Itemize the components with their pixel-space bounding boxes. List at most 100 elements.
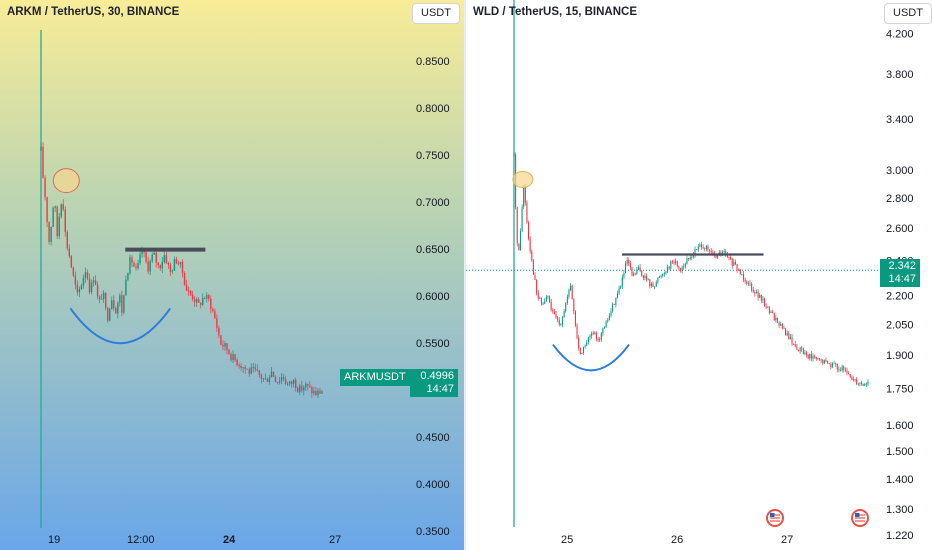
candle-body — [776, 317, 779, 323]
candle-body — [82, 277, 85, 286]
candle-body — [244, 367, 246, 369]
y-tick-label: 1.220 — [886, 530, 914, 542]
candle-body — [262, 378, 265, 380]
candle-body — [149, 261, 151, 272]
candle-body — [115, 308, 117, 314]
candle-body — [772, 311, 774, 313]
candle-body — [828, 363, 830, 365]
candle-body — [864, 384, 866, 386]
candle-body — [768, 306, 770, 314]
candle-body — [48, 222, 50, 242]
candle-body — [232, 354, 234, 361]
candle-body — [92, 280, 95, 283]
candle-body — [252, 367, 254, 368]
y-tick-label: 0.3500 — [416, 526, 450, 538]
candle-body — [815, 357, 817, 359]
candle-body — [191, 294, 194, 300]
candle-body — [94, 280, 97, 285]
candle-body — [286, 383, 289, 385]
countdown-timer: 14:47 — [888, 273, 916, 285]
candle-body — [833, 363, 835, 365]
candle-body — [155, 252, 157, 263]
candle-body — [566, 296, 568, 303]
candle-body — [684, 263, 686, 267]
chart-panel-wld[interactable]: 4.2003.8003.4003.0002.8002.6002.4002.200… — [466, 0, 932, 550]
candle-body — [679, 268, 682, 271]
candle-body — [274, 376, 277, 382]
candle-body — [50, 226, 52, 242]
candle-body — [537, 292, 539, 299]
candle-body — [230, 354, 232, 361]
candle-body — [288, 381, 291, 384]
candle-body — [725, 251, 727, 255]
symbol-title[interactable]: ARKM / TetherUS, 30, BINANCE — [7, 6, 180, 18]
candle-body — [841, 366, 843, 371]
candle-body — [527, 222, 530, 239]
candle-body — [545, 297, 547, 302]
candle-body — [605, 321, 607, 328]
candle-body — [655, 282, 657, 287]
y-tick-label: 2.200 — [886, 291, 914, 303]
candle-body — [686, 258, 688, 264]
y-tick-label: 1.400 — [886, 474, 914, 486]
candle-body — [731, 258, 733, 266]
candle-body — [789, 337, 791, 340]
candle-body — [628, 260, 630, 264]
wld-chart-canvas[interactable]: 4.2003.8003.4003.0002.8002.6002.4002.200… — [466, 0, 932, 550]
y-tick-label: 0.4500 — [416, 432, 450, 444]
candle-body — [802, 349, 804, 355]
candle-body — [111, 300, 113, 310]
candle-body — [185, 284, 188, 291]
candle-body — [744, 279, 746, 282]
candle-body — [654, 286, 656, 288]
peak-marker — [512, 170, 534, 188]
candle-body — [582, 346, 585, 353]
candle-body — [673, 261, 675, 263]
chart-panel-arkm[interactable]: 0.8500 0.8000 0.7500 0.7000 0.6500 0.6000 0.55… — [0, 0, 464, 550]
candle-body — [613, 304, 615, 306]
candle-body — [98, 296, 101, 300]
candle-body — [742, 274, 745, 280]
y-tick-label: 0.5500 — [416, 338, 450, 350]
panel-divider[interactable] — [464, 0, 466, 550]
candle-body — [778, 322, 780, 326]
candle-body — [715, 255, 717, 258]
candle-body — [809, 354, 811, 359]
candle-body — [181, 261, 184, 274]
candle-body — [683, 266, 685, 268]
candle-body — [631, 267, 633, 276]
candle-body — [560, 324, 562, 326]
candle-body — [290, 381, 293, 384]
candle-body — [856, 379, 858, 384]
candle-body — [665, 271, 667, 274]
candle-body — [844, 369, 846, 371]
candle-body — [702, 247, 704, 249]
candle-body — [723, 251, 725, 253]
candle-body — [301, 385, 303, 391]
candle-body — [321, 391, 323, 394]
candle-body — [867, 381, 869, 384]
candle-body — [754, 291, 756, 294]
currency-button[interactable]: USDT — [884, 3, 932, 24]
candle-body — [712, 252, 714, 254]
candle-body — [817, 358, 819, 360]
candle-body — [759, 294, 761, 298]
currency-button[interactable]: USDT — [412, 3, 460, 24]
candle-body — [76, 284, 79, 293]
y-tick-label: 2.800 — [886, 193, 914, 205]
candle-body — [681, 267, 683, 271]
candle-body — [555, 314, 557, 318]
arkm-chart-canvas[interactable]: 0.8500 0.8000 0.7500 0.7000 0.6500 0.6000 0.55… — [0, 0, 464, 550]
y-tick-label: 3.000 — [886, 165, 914, 177]
candle-body — [587, 337, 589, 343]
candle-body — [536, 279, 538, 293]
symbol-title[interactable]: WLD / TetherUS, 15, BINANCE — [473, 6, 637, 18]
candle-body — [602, 327, 604, 334]
candle-body — [193, 299, 196, 303]
candle-body — [218, 328, 220, 336]
candle-body — [676, 261, 678, 267]
candle-body — [107, 307, 109, 321]
candle-body — [175, 259, 178, 264]
candle-body — [767, 306, 769, 308]
candle-body — [641, 270, 643, 276]
